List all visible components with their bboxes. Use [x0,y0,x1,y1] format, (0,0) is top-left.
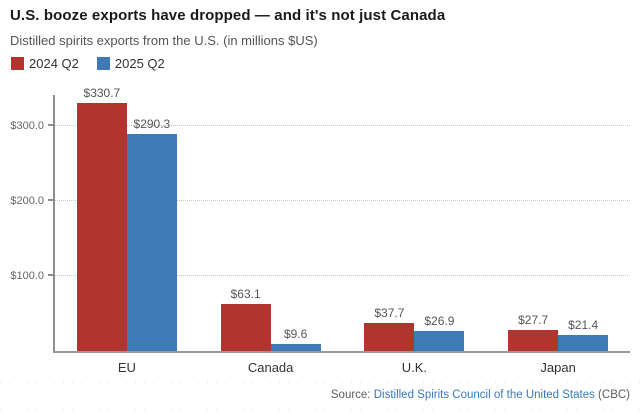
value-label-2024-q2-canada: $63.1 [230,286,261,301]
bar-groups: $330.7 $290.3 EU $63.1 $9.6 Canada $37.7 $26.9 U… [55,86,630,375]
category-label-japan: Japan [540,360,576,375]
category-label-u-k: U.K. [401,360,428,375]
bar-2025-q2-japan: $21.4 [558,318,609,351]
gridline-100: $100.0 [10,270,630,282]
plot-area: $330.7 $290.3 EU $63.1 $9.6 Canada $37.7 $26.9 U… [10,86,630,375]
bars-eu: $330.7 $290.3 [55,86,199,351]
y-axis-tick-label: $100.0 [10,270,44,283]
legend-swatch-red [11,57,24,70]
y-axis-tick [48,124,53,127]
source-line: Source: Distilled Spirits Council of the… [331,389,630,401]
bars-japan: $27.7 $21.4 [486,95,630,351]
divider-dotted-top [0,382,640,383]
value-label-2024-q2-japan: $27.7 [518,313,549,328]
y-axis-tick [48,274,53,277]
y-axis-tick-label: $300.0 [10,120,44,133]
bar-group-u-k: $37.7 $26.9 U.K. [343,95,487,375]
value-label-2025-q2-u-k: $26.9 [424,313,455,328]
bar-2024-q2-eu: $330.7 [76,86,127,351]
legend-swatch-blue [96,57,110,70]
value-label-2024-q2-eu: $330.7 [83,86,121,101]
gridline-300: $300.0 [10,120,630,132]
value-label-2025-q2-eu: $290.3 [133,116,171,131]
bar-2025-q2-u-k: $26.9 [414,314,465,351]
source-prefix: Source: [330,389,374,401]
divider-dotted-bottom [0,409,640,410]
bar-group-eu: $330.7 $290.3 EU [55,86,199,375]
category-label-canada: Canada [247,360,294,375]
chart-title: U.S. booze exports have dropped — and it… [10,7,446,24]
value-label-2025-q2-japan: $21.4 [568,317,599,332]
bar-group-japan: $27.7 $21.4 Japan [486,95,630,375]
chart-subtitle: Distilled spirits exports from the U.S. … [10,33,318,48]
bar-2024-q2-japan: $27.7 [508,313,559,351]
bar-2024-q2-canada: $63.1 [220,287,271,351]
bars-u-k: $37.7 $26.9 [343,95,487,351]
gridline-200: $200.0 [10,195,630,207]
source-link[interactable]: Distilled Spirits Council of the United … [373,389,595,401]
bar-group-canada: $63.1 $9.6 Canada [199,95,343,375]
value-label-2025-q2-canada: $9.6 [283,326,308,341]
value-label-2024-q2-u-k: $37.7 [374,305,405,320]
legend-label: 2025 Q2 [114,56,165,71]
bar-2025-q2-canada: $9.6 [270,327,321,351]
source-suffix: (CBC) [594,389,630,401]
category-label-eu: EU [117,360,136,375]
legend-item-2024-q2: 2024 Q2 [11,56,79,71]
y-axis-tick [48,199,53,202]
y-axis-tick-label: $200.0 [10,195,44,208]
bar-2025-q2-eu: $290.3 [126,117,177,351]
legend-item-2025-q2: 2025 Q2 [96,56,165,71]
legend-label: 2024 Q2 [29,56,79,71]
bars-canada: $63.1 $9.6 [199,95,343,351]
bar-2024-q2-u-k: $37.7 [364,306,415,351]
legend: 2024 Q2 2025 Q2 [11,56,165,71]
